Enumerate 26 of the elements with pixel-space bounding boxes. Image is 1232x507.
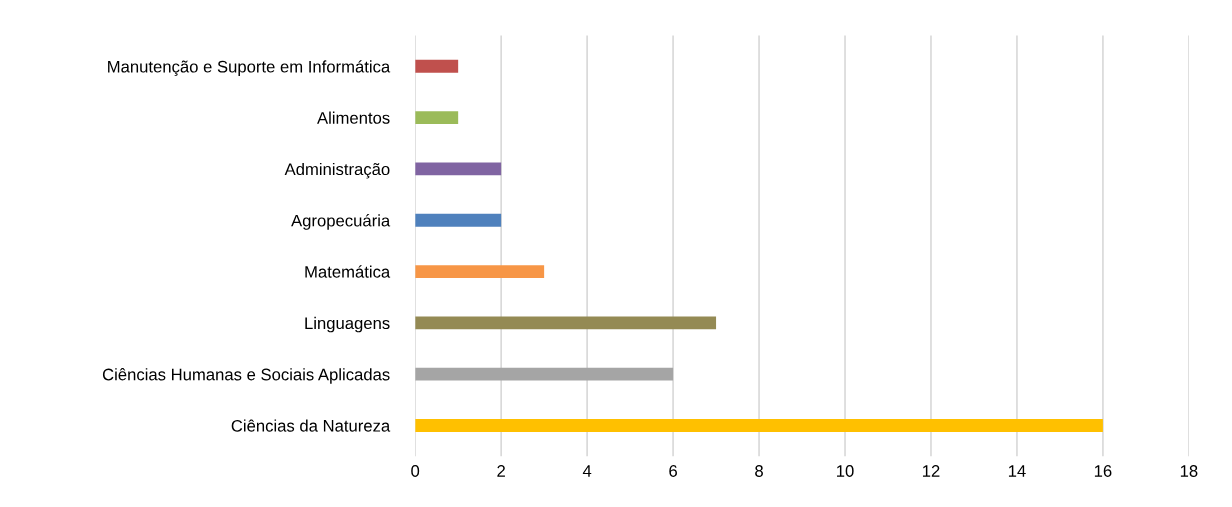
x-tick-label: 0: [411, 465, 420, 477]
y-tick-label: Ciências da Natureza: [231, 419, 391, 432]
x-tick-label: 18: [1180, 465, 1198, 477]
bar: [415, 419, 1103, 432]
bar: [415, 265, 545, 278]
y-tick-label: Agropecuária: [291, 214, 391, 230]
y-tick-label: Ciências Humanas e Sociais Aplicadas: [102, 368, 390, 384]
y-tick-label: Linguagens: [305, 316, 390, 333]
x-tick-label: 8: [755, 465, 763, 477]
x-tick-label: 14: [1008, 465, 1026, 477]
bar: [415, 213, 502, 227]
bar: [415, 162, 502, 176]
y-tick-label: Alimentos: [317, 111, 390, 124]
bar: [415, 59, 459, 73]
y-tick-label: Manutenção e Suporte em Informática: [108, 60, 391, 76]
bar: [415, 367, 674, 381]
x-tick-label: 12: [922, 465, 940, 477]
y-tick-label: Matemática: [305, 265, 391, 278]
y-tick-label: Administração: [284, 162, 390, 179]
x-tick-label: 6: [669, 465, 677, 477]
x-tick-label: 4: [582, 465, 592, 477]
x-tick-label: 2: [497, 465, 505, 477]
bar: [415, 111, 459, 125]
bar: [415, 316, 717, 330]
x-tick-label: 16: [1094, 465, 1112, 477]
x-tick-label: 10: [837, 465, 854, 477]
